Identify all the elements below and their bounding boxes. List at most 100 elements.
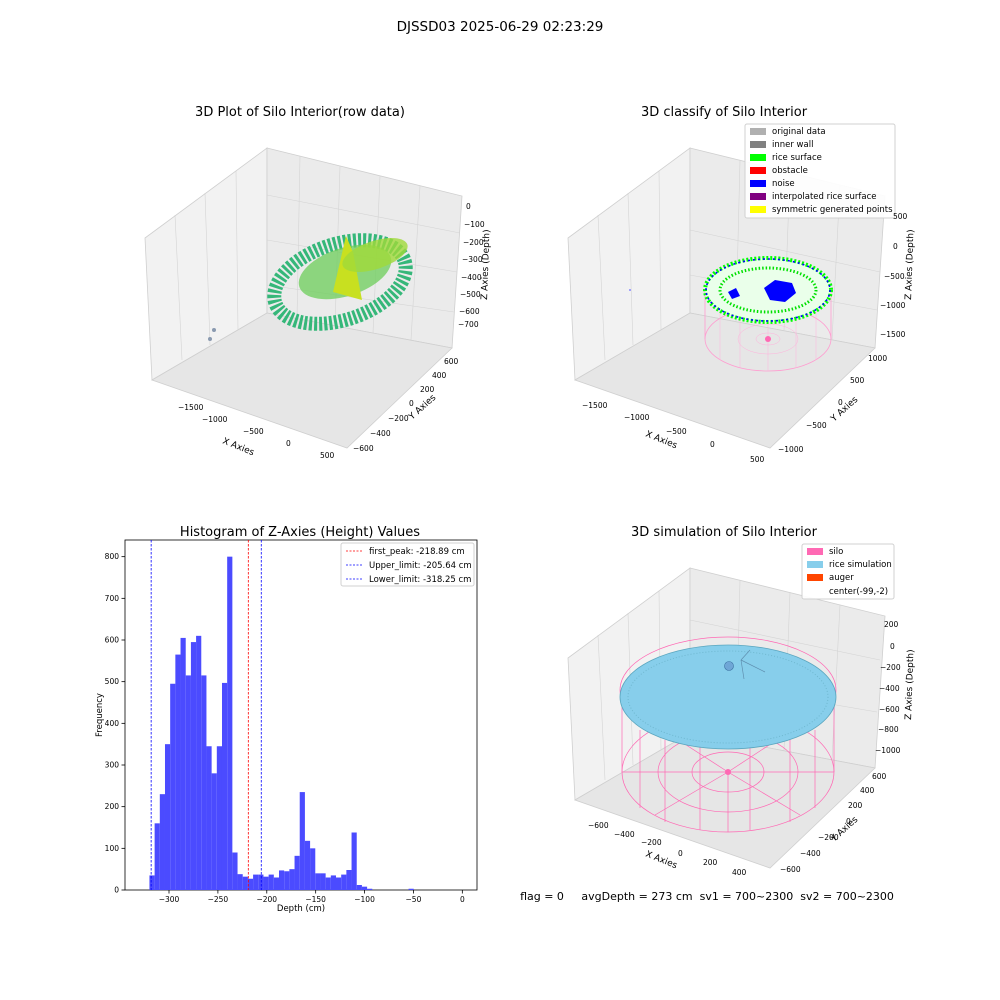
sim-xtick: 0 (678, 849, 683, 858)
sim-zlabel: Z Axies (Depth) (904, 649, 916, 720)
raw-xtick: 0 (286, 439, 291, 448)
raw-point-cloud-ring (267, 233, 413, 331)
hist-bar (320, 873, 326, 890)
classify-legend: original data inner wall rice surface ob… (744, 123, 896, 219)
hist-xtick-label: −150 (305, 895, 326, 904)
classify-legend-swatch (750, 180, 766, 187)
raw-yticks: −600 −400 −200 0 200 400 600 (353, 357, 459, 453)
sim-xtick: 200 (703, 858, 718, 867)
hist-bar (232, 852, 238, 890)
raw-ytick: −400 (370, 429, 391, 438)
sim-rice-surface-shade (627, 650, 829, 744)
sim-ztick: −600 (879, 705, 900, 714)
hist-bar (185, 675, 191, 890)
hist-bar (180, 637, 186, 890)
classify-legend-swatch (750, 193, 766, 200)
classify-xtick: 0 (710, 440, 715, 449)
sim-zticks: 200 0 −200 −400 −600 −800 −1000 (875, 620, 901, 755)
sim-pane-floor (574, 732, 876, 869)
sim-auger-lines (740, 649, 766, 680)
simulation-legend-label: center(-99,-2) (829, 587, 888, 597)
simulation-legend-swatch (807, 561, 823, 568)
classify-title: 3D classify of Silo Interior (641, 105, 808, 120)
hist-bar (258, 874, 264, 890)
classify-zticks: 500 0 −500 −1000 −1500 (880, 212, 908, 339)
sim-ztick: 200 (884, 620, 899, 629)
raw-ztick: −100 (464, 220, 485, 229)
hist-bar (351, 832, 357, 890)
raw-ytick: −600 (353, 444, 374, 453)
hist-ytick-label: 700 (105, 594, 120, 603)
classify-legend-label: inner wall (772, 140, 813, 150)
classify-ytick: 1000 (868, 354, 887, 363)
raw-outlier-point (208, 337, 212, 341)
hist-bar (294, 855, 300, 890)
sim-ytick: 200 (848, 801, 863, 810)
classify-ztick: 500 (893, 212, 908, 221)
hist-vlines (150, 540, 262, 890)
hist-bars (149, 556, 414, 890)
hist-bar (268, 874, 274, 890)
raw-xtick: −1000 (202, 415, 228, 424)
classify-ztick: 0 (893, 242, 898, 251)
hist-bar (310, 848, 316, 890)
panel-simulation-3d: 3D simulation of Silo Interior (567, 525, 916, 877)
hist-ytick-label: 400 (105, 719, 120, 728)
sim-ztick: −400 (879, 684, 900, 693)
raw-xlabel: X Axies (221, 437, 256, 459)
sim-xtick: −200 (641, 838, 662, 847)
hist-bar (341, 874, 347, 890)
classify-silo-center (765, 336, 771, 342)
classify-legend-label: rice surface (772, 153, 822, 163)
hist-bar (299, 792, 305, 890)
hist-bar (242, 876, 248, 890)
hist-bar (196, 635, 202, 890)
classify-legend-swatch (750, 128, 766, 135)
hist-bar (289, 869, 295, 890)
sim-silo-center (725, 769, 731, 775)
hist-ytick-label: 300 (105, 761, 120, 770)
classify-legend-frame (744, 123, 896, 219)
sim-ztick: −200 (880, 663, 901, 672)
hist-bar (216, 746, 222, 890)
hist-title: Histogram of Z-Axies (Height) Values (180, 525, 420, 540)
hist-bar (175, 654, 181, 890)
raw-zlabel: Z Axies (Depth) (480, 229, 492, 300)
hist-bar (221, 682, 228, 890)
hist-bar (361, 886, 368, 890)
status-line: flag = 0 avgDepth = 273 cm sv1 = 700~230… (520, 890, 894, 903)
hist-legend-frame (340, 542, 475, 587)
classify-legend-label: symmetric generated points (772, 205, 893, 215)
hist-bar (247, 878, 254, 890)
hist-bar (279, 870, 285, 890)
hist-legend-label: Upper_limit: -205.64 cm (369, 561, 472, 571)
classify-ztick: −500 (884, 272, 905, 281)
raw-title: 3D Plot of Silo Interior(row data) (195, 105, 405, 120)
hist-xtick-label: −50 (406, 895, 422, 904)
panel-histogram: Histogram of Z-Axies (Height) Values −30… (95, 525, 478, 914)
hist-legend-label: Lower_limit: -318.25 cm (369, 575, 471, 585)
simulation-legend-label: rice simulation (829, 560, 892, 570)
hist-bar (315, 873, 321, 890)
sim-ztick: −1000 (875, 746, 901, 755)
classify-zlabel: Z Axies (Depth) (904, 229, 916, 300)
hist-legend-label: first_peak: -218.89 cm (369, 547, 465, 557)
simulation-title: 3D simulation of Silo Interior (631, 525, 818, 540)
classify-xtick: −500 (666, 427, 687, 436)
raw-ytick: 400 (432, 371, 447, 380)
raw-ytick: 600 (444, 357, 459, 366)
hist-bar (154, 823, 160, 890)
hist-bar (325, 877, 331, 890)
sim-ytick: −400 (800, 849, 821, 858)
classify-legend-swatch (750, 154, 766, 161)
raw-ytick: −200 (388, 414, 409, 423)
hist-bar (304, 840, 311, 890)
sim-xtick: 400 (732, 868, 747, 877)
raw-xtick: 500 (320, 451, 335, 460)
sim-ylabel: Y Axies (829, 815, 861, 845)
simulation-legend-label: auger (829, 573, 854, 583)
hist-xlabel: Depth (cm) (277, 904, 325, 914)
classify-ylabel: Y Axies (829, 395, 861, 425)
simulation-legend: silo rice simulation auger center(-99,-2… (801, 543, 895, 600)
